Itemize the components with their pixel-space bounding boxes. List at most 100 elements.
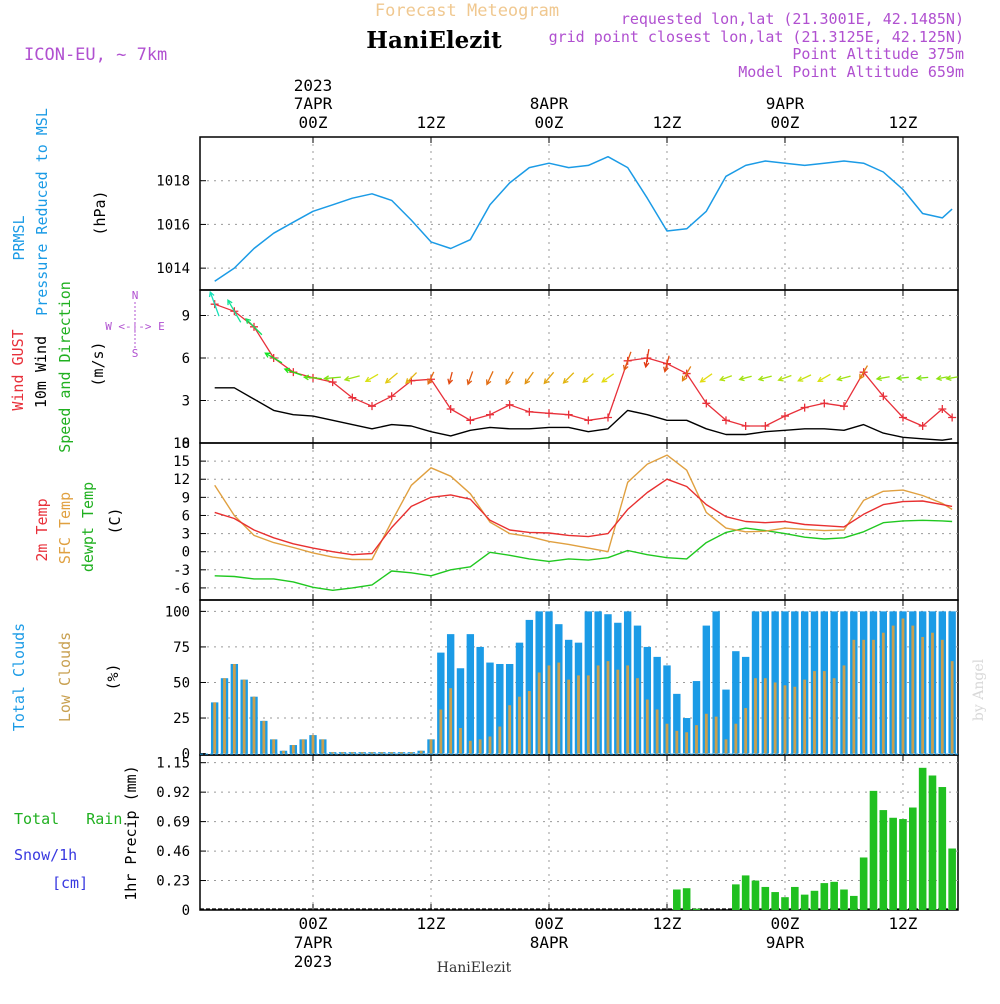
gust-marker (898, 413, 907, 422)
bottom-hour-label: 12Z (889, 914, 918, 933)
rain-bar (830, 881, 838, 910)
top-date-label: 7APR (294, 94, 333, 113)
wind-arrow-head (227, 298, 233, 306)
wind-arrow-head (427, 378, 433, 386)
gust-marker (839, 402, 848, 411)
temp-dew-label: dewpt Temp (79, 482, 97, 572)
gust-marker (721, 416, 730, 425)
low-cloud-bar (704, 713, 708, 754)
rain-bar (692, 908, 701, 910)
temp-tick-label: 6 (182, 508, 190, 524)
low-cloud-bar (714, 716, 718, 754)
wind-arrow-head (945, 375, 952, 382)
wind-direction-arrow (304, 376, 322, 380)
top-hour-label: 12Z (889, 113, 918, 132)
wind-speed-line (214, 387, 953, 441)
wind-direction-arrow (486, 371, 494, 385)
compass-s: S (132, 347, 139, 360)
low-cloud-bar (763, 678, 767, 754)
low-cloud-bar (803, 679, 807, 754)
low-cloud-bar (400, 752, 403, 754)
wind-direction-arrow (859, 365, 869, 380)
rain-bar (682, 888, 691, 910)
top-hour-label: 00Z (771, 113, 800, 132)
chart-marks (200, 155, 958, 910)
rain-bar (732, 884, 740, 910)
point-altitude: Point Altitude 375m (792, 45, 964, 63)
rain-bar (899, 819, 907, 910)
total-cloud-bar (741, 656, 750, 754)
model-altitude: Model Point Altitude 659m (738, 63, 964, 81)
gust-marker (525, 407, 534, 416)
footer-location: HaniElezit (437, 960, 512, 976)
rain-bar (928, 775, 937, 910)
low-cloud-bar (508, 705, 512, 754)
low-cloud-bar (783, 685, 787, 754)
bottom-date-label: 9APR (766, 933, 805, 952)
wind-direction-arrow (245, 318, 263, 336)
rain-bar (840, 889, 848, 910)
pressure-label-1: PRMSL (10, 215, 28, 260)
wind-arrow-head (283, 367, 290, 374)
low-cloud-bar (940, 639, 944, 754)
wind-direction-arrow (876, 376, 890, 380)
low-cloud-bar (744, 708, 748, 754)
rain-bar (820, 883, 829, 910)
clouds-tick-label: 25 (173, 711, 190, 727)
temp-tick-label: 12 (173, 472, 190, 488)
low-cloud-bar (331, 752, 335, 754)
total-cloud-bar (486, 662, 494, 754)
bottom-hour-label: 00Z (771, 914, 800, 933)
top-hour-label: 12Z (417, 113, 446, 132)
bottom-date-label: 8APR (530, 933, 569, 952)
wind-arrow-head (505, 378, 511, 386)
clouds-tick-label: 75 (173, 640, 190, 656)
rain-bar (869, 790, 878, 910)
low-cloud-bar (380, 752, 384, 754)
wind-arrow-head (622, 364, 629, 372)
low-cloud-bar (852, 639, 856, 754)
precip-cm-label: [cm] (52, 874, 88, 892)
low-cloud-bar (626, 665, 630, 754)
wind-direction-arrow (739, 375, 752, 381)
wind-gust-label: Wind GUST (9, 329, 27, 410)
wind-direction-arrow (778, 374, 792, 381)
low-cloud-bar (242, 679, 246, 754)
bottom-hour-label: 00Z (535, 914, 564, 933)
gust-marker (466, 416, 475, 425)
wind-direction-arrow (798, 374, 812, 382)
wind-direction-arrow (917, 376, 929, 379)
wind-arrow-head (543, 378, 550, 385)
wind-arrow-head (485, 379, 492, 386)
low-cloud-bar (429, 739, 433, 754)
precip-tick-label: 0.69 (156, 815, 190, 831)
rain-bar (741, 875, 750, 910)
total-cloud-bar (692, 681, 701, 754)
pressure-tick-label: 1018 (156, 174, 190, 190)
temp-tick-label: 18 (173, 436, 190, 452)
wind-direction-arrow (265, 352, 283, 364)
wind-arrow-head (915, 375, 922, 381)
wind-arrow-head (681, 375, 688, 382)
clouds-tick-label: 100 (165, 604, 190, 620)
wind-arrow-head (447, 378, 454, 385)
low-cloud-bar (901, 618, 905, 754)
low-cloud-bar (921, 636, 925, 754)
rain-bar (948, 848, 956, 910)
temp-2m-line (214, 478, 953, 556)
low-cloud-bar (675, 730, 679, 754)
wind-direction-arrow (719, 375, 733, 381)
wind-tick-label: 3 (182, 394, 190, 410)
wind-arrow-head (524, 378, 531, 385)
precip-rain-label: Total Rain (14, 810, 122, 828)
pressure-unit: (hPa) (91, 190, 109, 235)
low-cloud-bar (419, 750, 423, 754)
wind-direction-arrow (505, 371, 514, 385)
rain-bar (850, 895, 858, 910)
wind-direction-arrow (563, 372, 575, 384)
low-cloud-bar (862, 639, 866, 754)
low-cloud-bar (232, 663, 236, 754)
